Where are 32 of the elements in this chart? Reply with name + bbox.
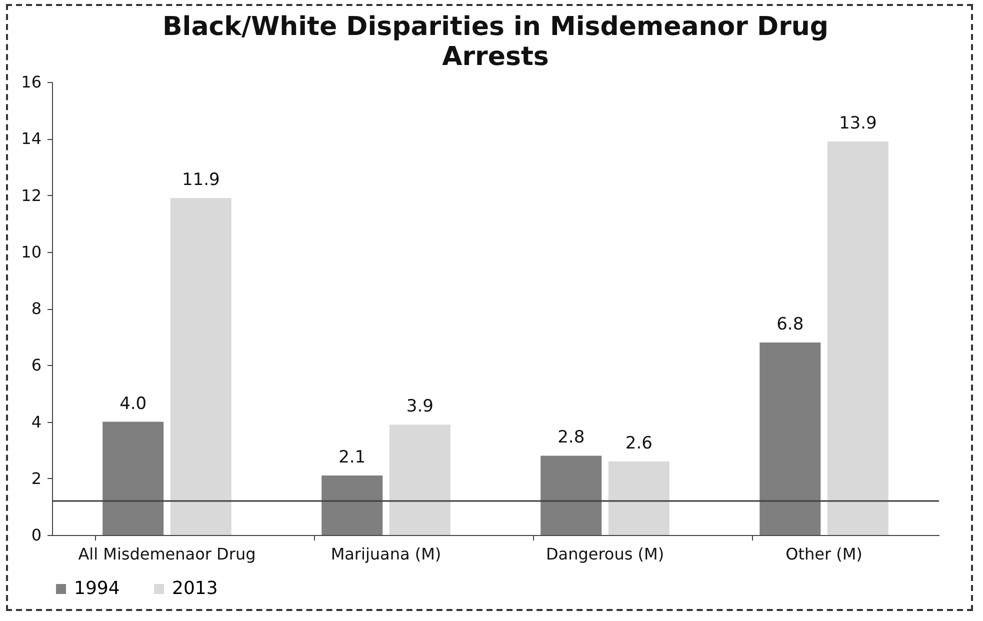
y-tick-label: 10	[21, 242, 42, 262]
bar	[102, 422, 164, 535]
bar	[827, 141, 888, 535]
bar	[540, 456, 602, 535]
y-tick-label: 8	[31, 299, 42, 318]
x-tick-label: Other (M)	[786, 544, 862, 564]
data-label: 3.9	[406, 396, 434, 417]
data-label: 11.9	[182, 170, 220, 190]
y-tick-label: 16	[21, 72, 42, 92]
data-label: 2.8	[558, 428, 585, 448]
y-tick-label: 4	[31, 412, 42, 432]
data-label: 2.6	[625, 433, 652, 454]
x-tick-label: Marijuana (M)	[330, 544, 442, 564]
x-tick-label: All Misdemenaor Drug	[78, 544, 256, 564]
legend-label: 2013	[172, 578, 218, 599]
y-tick-label: 2	[31, 468, 42, 488]
data-label: 13.9	[838, 113, 877, 134]
y-tick-label: 6	[31, 356, 42, 375]
y-tick-label: 12	[21, 186, 42, 205]
bar	[608, 461, 670, 535]
x-tick-label: Dangerous (M)	[546, 544, 664, 564]
data-label: 4.0	[120, 394, 147, 414]
data-label: 6.8	[776, 314, 804, 334]
bar	[322, 476, 383, 535]
bar	[389, 424, 450, 535]
data-label: 2.1	[338, 448, 366, 468]
legend-label: 1994	[74, 578, 120, 599]
y-tick-label: 0	[31, 526, 42, 544]
y-tick-label: 14	[21, 129, 42, 148]
chart-title: Black/White Disparities in Misdemeanor Drug Arrests	[162, 12, 829, 72]
bar	[760, 342, 821, 535]
bar	[170, 198, 232, 535]
